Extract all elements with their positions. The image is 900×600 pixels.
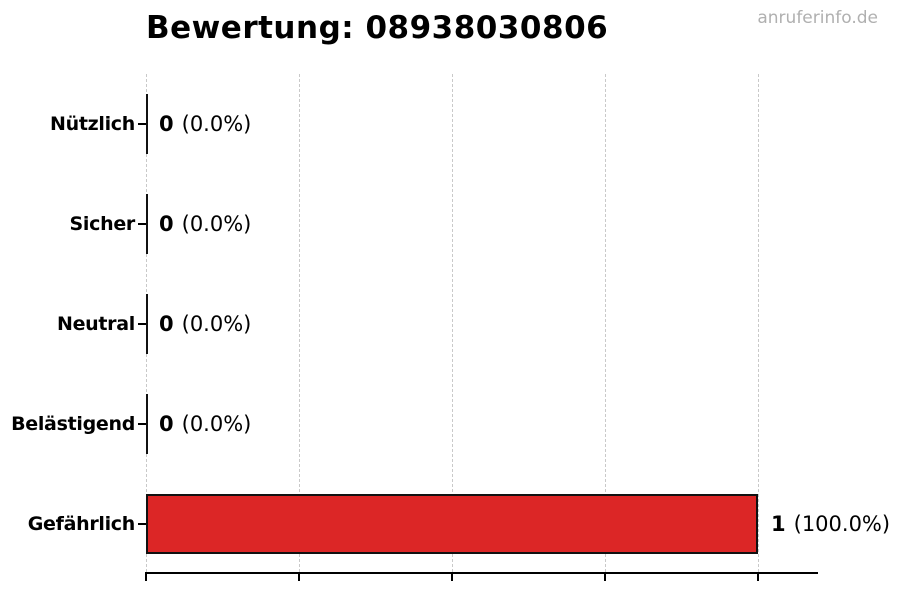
x-axis-tick xyxy=(451,572,453,581)
value-count: 0 xyxy=(159,112,174,136)
bar xyxy=(146,194,148,254)
bar-row-belaestigend: Belästigend 0 (0.0%) xyxy=(11,374,818,474)
category-label: Nützlich xyxy=(50,113,135,135)
category-label: Gefährlich xyxy=(27,513,136,535)
bar-row-neutral: Neutral 0 (0.0%) xyxy=(57,274,818,374)
category-label: Sicher xyxy=(69,213,136,235)
x-axis-tick xyxy=(757,572,759,581)
value-label: 0 (0.0%) xyxy=(159,274,251,374)
y-axis-tick xyxy=(138,123,146,125)
value-count: 0 xyxy=(159,412,174,436)
bar-row-sicher: Sicher 0 (0.0%) xyxy=(70,174,818,274)
category-label: Belästigend xyxy=(11,413,135,435)
bar-row-nuetzlich: Nützlich 0 (0.0%) xyxy=(50,74,818,174)
category-label: Neutral xyxy=(56,313,135,335)
value-count: 0 xyxy=(159,312,174,336)
value-label: 1 (100.0%) xyxy=(771,474,890,574)
value-percent: (0.0%) xyxy=(181,412,252,436)
y-axis-tick xyxy=(138,223,146,225)
gridline xyxy=(452,74,453,572)
plot-area: Nützlich 0 (0.0%) Sicher 0 (0.0%) Neutra… xyxy=(11,74,890,581)
x-axis-tick xyxy=(298,572,300,581)
x-axis-tick xyxy=(145,572,147,581)
value-percent: (0.0%) xyxy=(181,112,252,136)
value-percent: (100.0%) xyxy=(793,512,891,536)
value-label: 0 (0.0%) xyxy=(159,174,251,274)
bar xyxy=(146,94,148,154)
gridline xyxy=(605,74,606,572)
y-axis-tick xyxy=(138,523,146,525)
value-count: 1 xyxy=(771,512,786,536)
bar xyxy=(146,294,148,354)
value-label: 0 (0.0%) xyxy=(159,374,251,474)
bar xyxy=(146,394,148,454)
bar xyxy=(146,494,758,554)
gridline xyxy=(758,74,759,572)
value-percent: (0.0%) xyxy=(181,212,252,236)
y-axis-tick xyxy=(138,323,146,325)
x-axis-tick xyxy=(604,572,606,581)
bar-row-gefaehrlich: Gefährlich 1 (100.0%) xyxy=(28,474,890,574)
value-percent: (0.0%) xyxy=(181,312,252,336)
value-count: 0 xyxy=(159,212,174,236)
chart-title: Bewertung: 08938030806 xyxy=(146,10,609,46)
gridline xyxy=(299,74,300,572)
y-axis-tick xyxy=(138,423,146,425)
value-label: 0 (0.0%) xyxy=(159,74,251,174)
watermark-text: anruferinfo.de xyxy=(757,8,878,28)
